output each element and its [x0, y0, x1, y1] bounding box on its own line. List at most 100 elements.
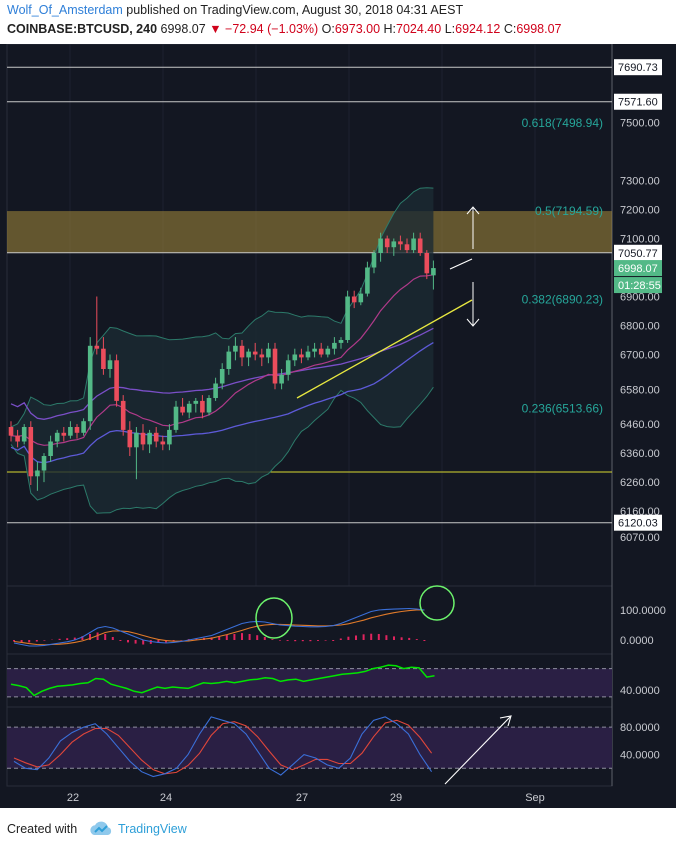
annotation-circle: [255, 597, 293, 639]
macd-histogram-bar: [111, 637, 114, 640]
macd-histogram-bar: [20, 640, 23, 643]
price-tick-label: 7500.00: [620, 118, 660, 130]
time-axis[interactable]: 22 24 27 29 Sep: [67, 792, 545, 804]
price-tag-box: [614, 244, 662, 261]
macd-histogram-bar: [286, 640, 289, 641]
candle-body: [167, 429, 172, 445]
ohlc-line: COINBASE:BTCUSD, 240 6998.07 ▼ −72.94 (−…: [7, 22, 562, 36]
candle-body: [41, 456, 47, 471]
macd-histogram-bar: [339, 638, 342, 640]
symbol-label: COINBASE:BTCUSD, 240: [7, 22, 158, 36]
macd-histogram-bar: [256, 635, 259, 640]
candle-body: [431, 268, 436, 276]
macd-histogram-bar: [355, 635, 357, 640]
macd-pane: 100.0000 0.0000: [13, 585, 666, 647]
macd-histogram-bar: [89, 634, 91, 640]
price-tick-label: 6260.00: [620, 477, 660, 489]
macd-histogram-bar: [324, 640, 327, 641]
time-tick-label: Sep: [525, 792, 545, 804]
price-tick-label: 7300.00: [620, 176, 660, 188]
macd-line: [13, 607, 425, 647]
fib-label: 0.618(7498.94): [522, 116, 603, 130]
macd-histogram-bar: [157, 640, 160, 643]
macd-tick-label: 0.0000: [620, 635, 654, 647]
candle-body: [345, 296, 350, 340]
macd-histogram-bar: [362, 634, 365, 640]
publish-info: published on TradingView.com, August 30,…: [126, 3, 464, 17]
candle-body: [325, 348, 331, 355]
rsi-pane: 40.0000: [7, 664, 660, 698]
chart-canvas[interactable]: 0.618(7498.94) 0.5(7194.59) 0.382(6890.23)…: [0, 44, 676, 808]
candle-body: [233, 345, 238, 352]
projection-line: [449, 258, 473, 270]
macd-histogram-bar: [58, 638, 61, 640]
macd-histogram-bar: [301, 640, 304, 642]
candle-body: [378, 238, 383, 253]
fib-labels: 0.618(7498.94) 0.5(7194.59) 0.382(6890.23)…: [522, 116, 603, 416]
fib-label: 0.236(6513.66): [522, 402, 603, 416]
candle-body: [219, 369, 225, 384]
low-label: L:: [444, 22, 456, 36]
open-label: O:: [321, 22, 335, 36]
price-tick-label: 6160.00: [620, 506, 660, 518]
price-tag-box: [614, 514, 662, 531]
macd-histogram-bar: [370, 633, 373, 640]
stoch-tick-label: 80.0000: [620, 722, 660, 734]
candle-body: [54, 432, 60, 442]
candle-body: [8, 427, 14, 436]
candle-body: [153, 432, 159, 442]
fib-label: 0.5(7194.59): [535, 204, 603, 218]
price-tick-label: 7100.00: [620, 234, 660, 246]
resistance-zone: [7, 211, 612, 253]
candle-body: [318, 348, 324, 355]
candle-body: [391, 241, 397, 248]
candle-body: [114, 360, 119, 401]
candle-body: [252, 351, 258, 355]
candle-body: [246, 351, 251, 358]
macd-histogram-bar: [423, 640, 426, 641]
macd-histogram-bar: [81, 636, 84, 640]
candle-body: [417, 238, 423, 253]
stoch-tick-label: 40.0000: [620, 750, 660, 762]
macd-histogram-bar: [309, 640, 312, 642]
candle-body: [259, 354, 265, 358]
candle-body: [61, 432, 67, 436]
price-tag-box: [614, 260, 662, 277]
created-with-label: Created with: [7, 822, 78, 836]
annotations: [296, 206, 480, 399]
candle-body: [404, 244, 410, 251]
author-link[interactable]: Wolf_Of_Amsterdam: [7, 3, 123, 17]
close-value: 6998.07: [516, 22, 562, 36]
candle-body: [68, 427, 73, 436]
macd-histogram-bar: [248, 634, 251, 640]
macd-histogram-bar: [400, 637, 403, 640]
price-tag-label: 01:28:55: [618, 280, 661, 292]
macd-histogram-bar: [408, 637, 411, 640]
macd-signal-line: [13, 609, 425, 646]
price-tick-label: 6900.00: [620, 292, 660, 304]
candle-body: [140, 432, 146, 445]
macd-histogram-bar: [73, 637, 76, 640]
tradingview-cloud-icon: [90, 821, 112, 835]
publish-line: Wolf_Of_Amsterdam published on TradingVi…: [7, 3, 463, 17]
candle-body: [160, 441, 166, 445]
arrow-down-icon: [466, 318, 480, 327]
price-tag-label: 6120.03: [618, 518, 658, 530]
stoch-pane: 80.0000 40.0000: [7, 715, 660, 785]
candle-body: [279, 374, 284, 384]
rsi-tick-label: 40.0000: [620, 685, 660, 697]
price-tick-label: 6460.00: [620, 419, 660, 431]
candle-body: [292, 354, 298, 361]
candle-body: [28, 427, 34, 477]
candle-body: [351, 296, 357, 303]
high-value: 7024.40: [396, 22, 442, 36]
price-tick-label: 6800.00: [620, 321, 660, 333]
open-value: 6973.00: [334, 22, 381, 36]
tradingview-link[interactable]: TradingView: [118, 822, 187, 836]
price-axis[interactable]: 7500.00 7300.00 7200.00 7100.00 6900.00 6800.…: [614, 59, 662, 544]
candle-body: [173, 406, 179, 430]
price-tick-label: 7200.00: [620, 205, 660, 217]
macd-histogram-bar: [279, 640, 281, 641]
candle-body: [186, 403, 192, 413]
candle-body: [365, 267, 370, 294]
